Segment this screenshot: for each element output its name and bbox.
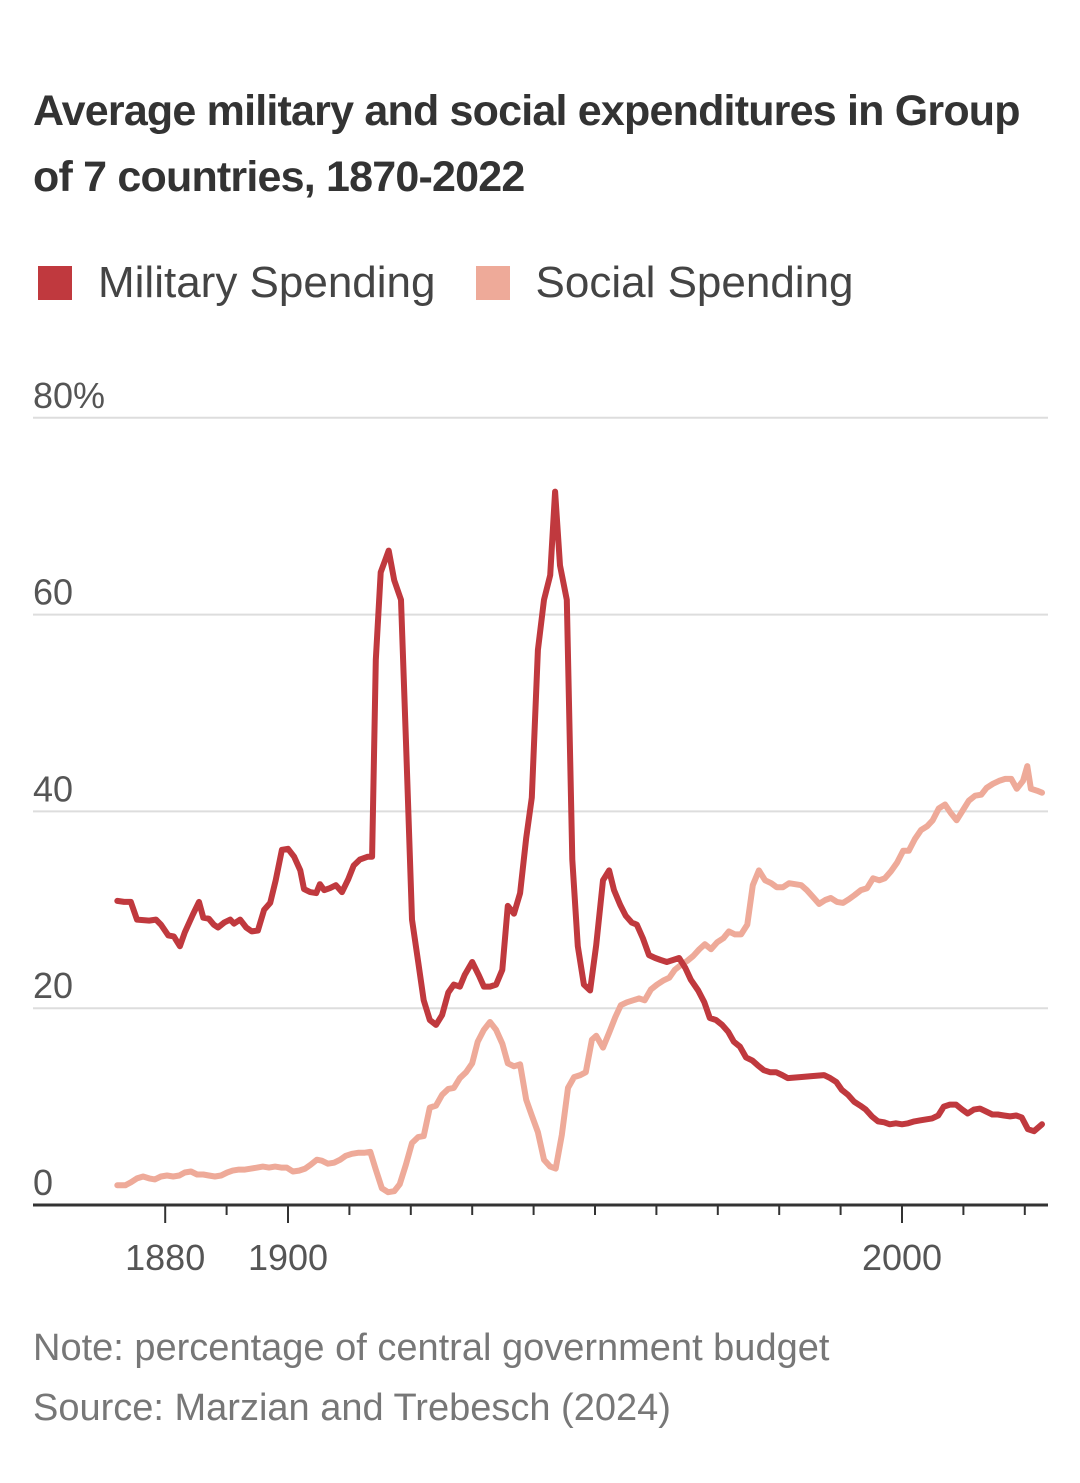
series-line-social <box>114 763 1045 1196</box>
y-axis-labels: 0 20 40 60 80% <box>33 375 105 1203</box>
footer: Note: percentage of central government b… <box>33 1318 829 1438</box>
x-tick-label-1880: 1880 <box>125 1237 205 1278</box>
gridlines <box>33 416 1048 1010</box>
y-tick-label-80: 80% <box>33 375 105 416</box>
series-lines <box>114 488 1045 1196</box>
legend-label-military: Military Spending <box>98 258 436 307</box>
legend-item-military: Military Spending <box>38 258 436 308</box>
y-tick-label-40: 40 <box>33 768 73 809</box>
legend-item-social: Social Spending <box>475 258 854 308</box>
y-tick-label-60: 60 <box>33 572 73 613</box>
legend-swatch-social <box>475 266 510 300</box>
x-tick-label-1900: 1900 <box>248 1237 328 1278</box>
legend-swatch-military <box>38 266 72 300</box>
series-line-military <box>114 488 1045 1135</box>
note-text: Note: percentage of central government b… <box>33 1327 830 1369</box>
y-tick-label-20: 20 <box>33 965 73 1006</box>
legend-label-social: Social Spending <box>535 258 854 307</box>
y-tick-label-0: 0 <box>33 1162 53 1203</box>
source-text: Source: Marzian and Trebesch (2024) <box>33 1387 671 1429</box>
chart-title: Average military and social expenditures… <box>33 87 1021 201</box>
x-axis: 1880 1900 2000 <box>33 1203 1048 1278</box>
legend: Military Spending Social Spending <box>38 258 894 308</box>
x-tick-label-2000: 2000 <box>862 1237 942 1278</box>
